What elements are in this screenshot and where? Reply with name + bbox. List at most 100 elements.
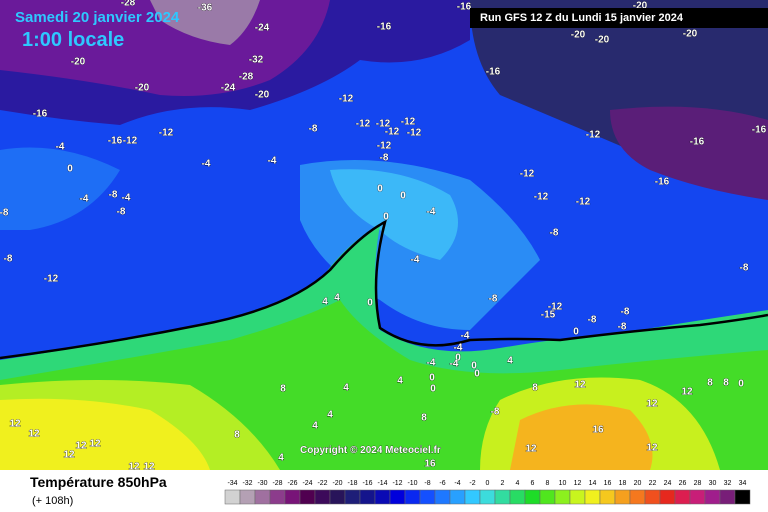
scale-label: -24	[302, 480, 312, 487]
temperature-label: -36	[198, 3, 213, 14]
temperature-label: -16	[457, 2, 472, 13]
temperature-label: 12	[143, 462, 155, 473]
color-swatch	[449, 489, 466, 505]
temperature-label: 0	[383, 212, 389, 223]
temperature-label: -4	[56, 142, 65, 153]
temperature-label: -4	[461, 331, 470, 342]
temperature-label: 12	[128, 462, 140, 473]
color-swatch	[239, 489, 256, 505]
temperature-label: -16	[690, 137, 705, 148]
temperature-label: -12	[520, 169, 535, 180]
temperature-label: -4	[268, 156, 277, 167]
color-swatch	[539, 489, 556, 505]
temperature-label: -8	[117, 207, 126, 218]
scale-label: -20	[332, 480, 342, 487]
temperature-label: -12	[339, 94, 354, 105]
temperature-label: 0	[430, 384, 436, 395]
color-swatch	[659, 489, 676, 505]
temperature-label: -12	[548, 302, 563, 313]
temperature-label: -24	[255, 23, 270, 34]
temperature-label: -8	[109, 190, 118, 201]
temperature-label: 12	[646, 443, 658, 454]
color-swatch	[509, 489, 526, 505]
temperature-label: 12	[681, 387, 693, 398]
temperature-label: 0	[400, 191, 406, 202]
temperature-label: 12	[574, 380, 586, 391]
color-swatch	[329, 489, 346, 505]
temperature-label: -12	[123, 136, 138, 147]
scale-label: -18	[347, 480, 357, 487]
temperature-label: 4	[507, 356, 513, 367]
warmer-region	[0, 398, 210, 470]
run-info: Run GFS 12 Z du Lundi 15 janvier 2024	[480, 12, 684, 24]
temperature-label: -20	[571, 30, 586, 41]
temperature-label: -8	[309, 124, 318, 135]
temperature-label: -15	[541, 310, 556, 321]
temperature-label: -4	[427, 207, 436, 218]
scale-label: -14	[377, 480, 387, 487]
scale-label: 28	[694, 480, 702, 487]
color-swatch	[644, 489, 661, 505]
temperature-label: 0	[738, 379, 744, 390]
temperature-label: -12	[385, 127, 400, 138]
local-time: 1:00 locale	[22, 29, 124, 51]
color-swatch	[479, 489, 496, 505]
temperature-label: 16	[424, 459, 436, 470]
scale-label: -12	[392, 480, 402, 487]
scale-label: -30	[257, 480, 267, 487]
color-swatch	[629, 489, 646, 505]
temperature-label: -4	[80, 194, 89, 205]
temperature-label: 4	[278, 453, 284, 464]
temperature-label: -4	[450, 359, 459, 370]
temperature-label: -12	[401, 117, 416, 128]
scale-label: 32	[724, 480, 732, 487]
temperature-label: 0	[474, 369, 480, 380]
legend-title: Température 850hPa	[30, 474, 167, 490]
temperature-label: -12	[534, 192, 549, 203]
color-swatch	[734, 489, 751, 505]
run-box	[470, 8, 768, 28]
temperature-label: -8	[550, 228, 559, 239]
scale-label: -22	[317, 480, 327, 487]
date: Samedi 20 janvier 2024	[15, 9, 180, 26]
temperature-label: -24	[221, 83, 236, 94]
temperature-label: 0	[573, 327, 579, 338]
temperature-label: 8	[421, 413, 427, 424]
temperature-label: -12	[586, 130, 601, 141]
temperature-label: 4	[334, 293, 340, 304]
color-swatch	[674, 489, 691, 505]
scale-label: 18	[619, 480, 627, 487]
temperature-label: 4	[322, 297, 328, 308]
temperature-label: 4	[312, 421, 318, 432]
color-swatch	[569, 489, 586, 505]
temperature-label: 0	[367, 298, 373, 309]
scale-label: 4	[516, 480, 520, 487]
temperature-label: 8	[723, 378, 729, 389]
temperature-label: -16	[655, 177, 670, 188]
color-swatch	[254, 489, 271, 505]
scale-label: -28	[272, 480, 282, 487]
temperature-label: 12	[9, 419, 21, 430]
scale-label: 16	[604, 480, 612, 487]
color-swatch	[404, 489, 421, 505]
color-swatch	[524, 489, 541, 505]
scale-label: -4	[454, 480, 460, 487]
temperature-label: 8	[280, 384, 286, 395]
scale-label: 2	[501, 480, 505, 487]
scale-label: -32	[242, 480, 252, 487]
temperature-label: -8	[489, 294, 498, 305]
temperature-label: 8	[234, 430, 240, 441]
temperature-label: -16	[33, 109, 48, 120]
ocean-cool	[0, 147, 120, 230]
color-swatch	[464, 489, 481, 505]
color-swatch	[314, 489, 331, 505]
scale-label: -34	[227, 480, 237, 487]
color-swatch	[584, 489, 601, 505]
temperature-label: 8	[707, 378, 713, 389]
temperature-label: -28	[121, 0, 136, 9]
temperature-label: -12	[407, 128, 422, 139]
scale-label: -16	[362, 480, 372, 487]
temperature-label: -4	[427, 358, 436, 369]
color-swatch	[689, 489, 706, 505]
